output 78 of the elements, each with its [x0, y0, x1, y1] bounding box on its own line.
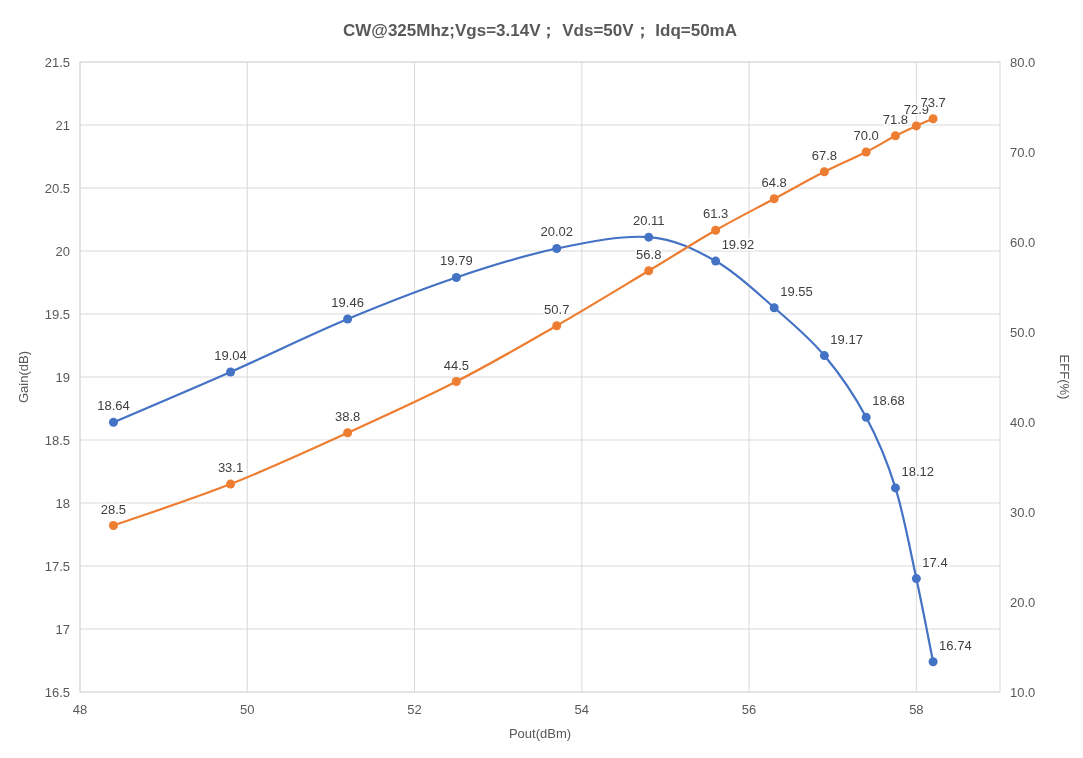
y-tick-label: 16.5 [44, 685, 70, 700]
y2-tick-label: 40.0 [1010, 415, 1036, 430]
x-tick-label: 50 [240, 702, 255, 717]
point [343, 314, 353, 324]
point [451, 272, 461, 282]
y-tick-label: 17.5 [44, 559, 70, 574]
y2-tick-label: 10.0 [1010, 685, 1036, 700]
x-axis-title: Pout(dBm) [508, 726, 572, 741]
point [890, 483, 900, 493]
data-label: 67.8 [811, 147, 838, 163]
data-label: 19.79 [440, 253, 473, 269]
point [890, 131, 900, 141]
y2-tick-label: 30.0 [1010, 505, 1036, 520]
point [769, 194, 779, 204]
data-label: 64.8 [761, 174, 787, 190]
data-label: 19.92 [721, 237, 755, 253]
point [644, 232, 654, 242]
point [861, 412, 871, 422]
point [769, 303, 779, 313]
point [226, 367, 236, 377]
y2-tick-label: 50.0 [1010, 325, 1036, 340]
point [451, 377, 461, 386]
y-tick-label: 21.5 [44, 55, 70, 70]
x-tick-label: 56 [741, 702, 757, 717]
x-tick-label: 48 [72, 702, 88, 717]
point [343, 428, 353, 438]
y-tick-label: 17 [55, 622, 70, 637]
y-axis-title: Gain(dB) [16, 350, 31, 404]
x-tick-label: 58 [909, 702, 924, 717]
point [819, 167, 829, 177]
x-tick-label: 52 [407, 702, 422, 717]
data-label: 18.64 [97, 398, 130, 414]
y-tick-label: 18.5 [44, 433, 70, 448]
data-label: 33.1 [217, 460, 244, 476]
point [644, 266, 654, 276]
point [711, 256, 721, 266]
data-label: 20.02 [540, 224, 573, 240]
point [928, 114, 938, 124]
data-label: 56.8 [636, 246, 662, 262]
y2-tick-label: 20.0 [1010, 595, 1036, 610]
data-label: 18.12 [901, 463, 934, 479]
data-label: 61.3 [702, 206, 729, 222]
point [819, 351, 829, 361]
point [552, 321, 562, 331]
data-label: 44.5 [443, 357, 470, 373]
y-tick-label: 19.5 [44, 307, 70, 322]
data-label: 16.74 [939, 637, 972, 653]
data-label: 20.11 [632, 213, 665, 229]
point [108, 417, 118, 427]
data-label: 19.04 [214, 347, 247, 363]
data-label: 19.17 [830, 331, 863, 347]
data-label: 18.68 [872, 393, 905, 409]
y2-tick-label: 60.0 [1010, 235, 1036, 250]
data-label: 50.7 [544, 301, 570, 317]
point [226, 479, 236, 489]
x-tick-label: 54 [574, 702, 590, 717]
point [861, 147, 871, 157]
point [911, 574, 921, 584]
point [711, 225, 721, 235]
data-label: 19.55 [780, 283, 813, 299]
data-label: 38.8 [334, 408, 361, 424]
point [552, 243, 562, 253]
data-label: 70.0 [853, 128, 879, 143]
y-tick-label: 21 [55, 118, 70, 133]
point [928, 657, 938, 667]
data-label: 17.4 [922, 554, 948, 570]
point [108, 521, 118, 530]
y2-tick-label: 80.0 [1010, 55, 1036, 70]
y-tick-label: 20 [55, 244, 70, 259]
y2-tick-label: 70.0 [1010, 145, 1036, 160]
point [911, 121, 921, 131]
data-label: 19.46 [331, 295, 364, 311]
y-tick-label: 18 [55, 496, 70, 511]
chart-title: CW@325Mhz;Vgs=3.14V； Vds=50V； Idq=50mA [342, 21, 738, 40]
y-tick-label: 19 [55, 370, 70, 385]
y-tick-label: 20.5 [44, 181, 70, 196]
data-label: 28.5 [100, 501, 127, 517]
y2-axis-title: EFF(%) [1057, 354, 1072, 400]
